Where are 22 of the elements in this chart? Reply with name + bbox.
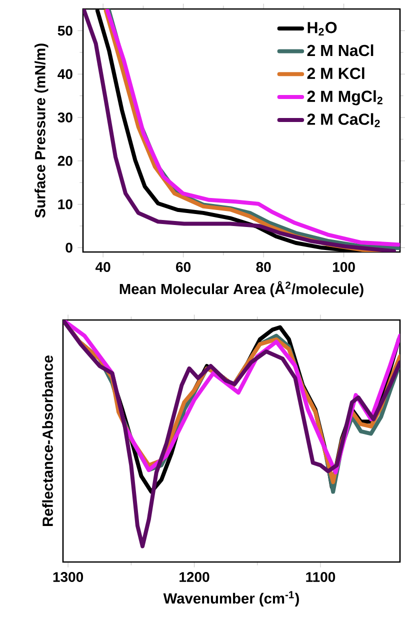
legend-label: 2 M MgCl$_{2}$ [307,90,382,106]
y-tick-label: 10 [58,199,72,210]
y-tick-label: 40 [58,69,72,80]
legend-label: 2 M KCl [307,67,364,80]
legend-label: 2 M CaCl$_{2}$ [307,113,380,128]
x-tick-label: 1300 [53,572,84,582]
legend-label: H$_{2}$O [308,22,337,36]
y-tick-label: 20 [58,156,72,166]
x-tick-label: 100 [333,262,355,272]
x-tick-label: 60 [176,262,191,272]
y-axis-title: Surface Pressure (mN/m) [34,44,48,218]
y-tick-label: 0 [66,242,72,253]
x-axis-title: Wavenumber (cm$^{-1}$) [163,591,299,607]
x-tick-label: 1200 [180,572,210,582]
legend-label: 2 M NaCl [307,44,374,56]
y-tick-label: 30 [58,112,72,122]
x-tick-label: 80 [256,262,271,272]
x-tick-label: 40 [95,262,110,272]
x-axis-title: Mean Molecular Area (Å$^{2}$/molecule) [120,281,364,298]
y-axis-title: Reflectance-Absorbance [42,356,53,526]
x-tick-label: 1100 [306,572,336,582]
y-tick-label: 50 [58,26,72,36]
